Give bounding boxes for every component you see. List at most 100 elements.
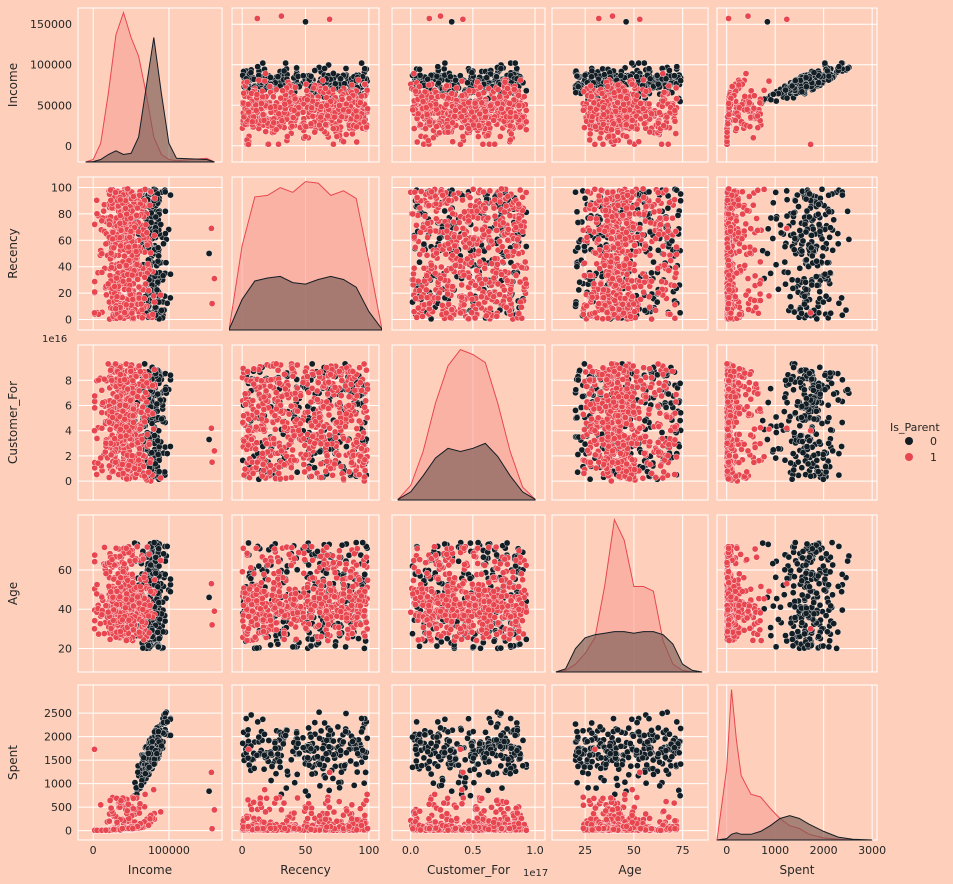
scatter-point — [479, 140, 487, 148]
scatter-point — [414, 277, 422, 285]
scatter-point — [623, 113, 631, 121]
scatter-point — [575, 286, 583, 294]
scatter-point — [617, 93, 624, 100]
scatter-point — [167, 191, 174, 199]
scatter-point — [419, 313, 426, 320]
scatter-point — [326, 15, 333, 23]
scatter-point — [517, 76, 524, 84]
scatter-point — [145, 287, 152, 294]
scatter-point — [803, 83, 810, 90]
scatter-point — [512, 272, 520, 279]
scatter-point — [591, 141, 599, 148]
scatter-point — [158, 306, 165, 314]
scatter-point — [261, 77, 269, 85]
scatter-point — [523, 126, 530, 133]
scatter-point — [458, 113, 466, 120]
scatter-point — [573, 263, 581, 270]
scatter-point — [255, 76, 263, 84]
scatter-point — [435, 79, 442, 87]
y-tick-label: 40 — [58, 261, 72, 274]
scatter-point — [750, 134, 757, 142]
scatter-point — [142, 280, 149, 288]
kde-parent-0 — [85, 37, 215, 163]
scatter-point — [452, 262, 459, 269]
scatter-point — [677, 77, 684, 84]
scatter-point — [671, 72, 678, 79]
scatter-point — [501, 208, 508, 216]
scatter-point — [141, 273, 148, 281]
scatter-point — [122, 197, 129, 205]
scatter-point — [322, 85, 329, 92]
scatter-point — [410, 70, 418, 77]
scatter-point — [515, 102, 523, 109]
scatter-point — [503, 277, 511, 285]
scatter-point — [751, 92, 758, 99]
scatter-point — [507, 130, 515, 138]
scatter-point — [498, 185, 505, 193]
scatter-point — [417, 293, 425, 301]
scatter-point — [672, 130, 680, 137]
scatter-point — [126, 233, 134, 241]
scatter-point — [423, 251, 431, 259]
scatter-point — [428, 261, 435, 269]
scatter-point — [308, 104, 316, 112]
scatter-point — [503, 304, 510, 311]
scatter-point — [109, 229, 117, 236]
scatter-point — [425, 118, 433, 126]
scatter-point — [259, 111, 267, 118]
scatter-point — [123, 210, 130, 218]
scatter-point — [143, 229, 151, 236]
scatter-point — [614, 81, 622, 89]
scatter-point — [671, 118, 679, 125]
scatter-point — [112, 189, 119, 196]
scatter-point — [510, 248, 518, 255]
scatter-point — [445, 300, 452, 308]
scatter-point — [157, 291, 164, 299]
scatter-point — [253, 91, 261, 98]
scatter-point — [482, 113, 489, 121]
scatter-point — [151, 298, 158, 306]
scatter-point — [576, 278, 583, 286]
scatter-point — [599, 140, 607, 148]
scatter-point — [592, 123, 599, 130]
scatter-point — [802, 74, 810, 81]
scatter-point — [474, 133, 482, 140]
panel-recency-age — [551, 176, 709, 331]
scatter-point — [116, 262, 123, 270]
scatter-point — [132, 248, 140, 255]
scatter-point — [436, 235, 443, 242]
y-tick-label: 20 — [58, 287, 72, 300]
scatter-point — [588, 93, 595, 100]
scatter-point — [635, 138, 643, 145]
scatter-point — [309, 113, 317, 120]
scatter-point — [122, 301, 130, 309]
scatter-point — [622, 18, 630, 26]
scatter-point — [750, 104, 758, 112]
scatter-point — [138, 306, 146, 314]
scatter-point — [443, 82, 451, 90]
scatter-point — [157, 221, 165, 228]
scatter-point — [253, 15, 261, 22]
scatter-point — [471, 314, 479, 322]
scatter-point — [147, 188, 155, 196]
scatter-point — [490, 204, 498, 212]
scatter-point — [666, 67, 673, 74]
scatter-point — [670, 282, 678, 289]
scatter-point — [410, 264, 418, 272]
scatter-point — [468, 108, 476, 116]
scatter-point — [211, 275, 218, 282]
scatter-point — [410, 270, 417, 278]
y-tick-label: 100 — [51, 182, 72, 195]
scatter-point — [302, 80, 310, 88]
scatter-point — [612, 108, 620, 115]
scatter-point — [470, 235, 477, 243]
scatter-point — [484, 214, 492, 222]
scatter-point — [245, 141, 252, 148]
scatter-point — [480, 188, 487, 196]
scatter-point — [523, 280, 530, 288]
scatter-point — [506, 296, 513, 303]
scatter-point — [471, 99, 479, 107]
scatter-point — [457, 257, 464, 264]
scatter-point — [610, 120, 618, 128]
scatter-point — [742, 70, 750, 77]
